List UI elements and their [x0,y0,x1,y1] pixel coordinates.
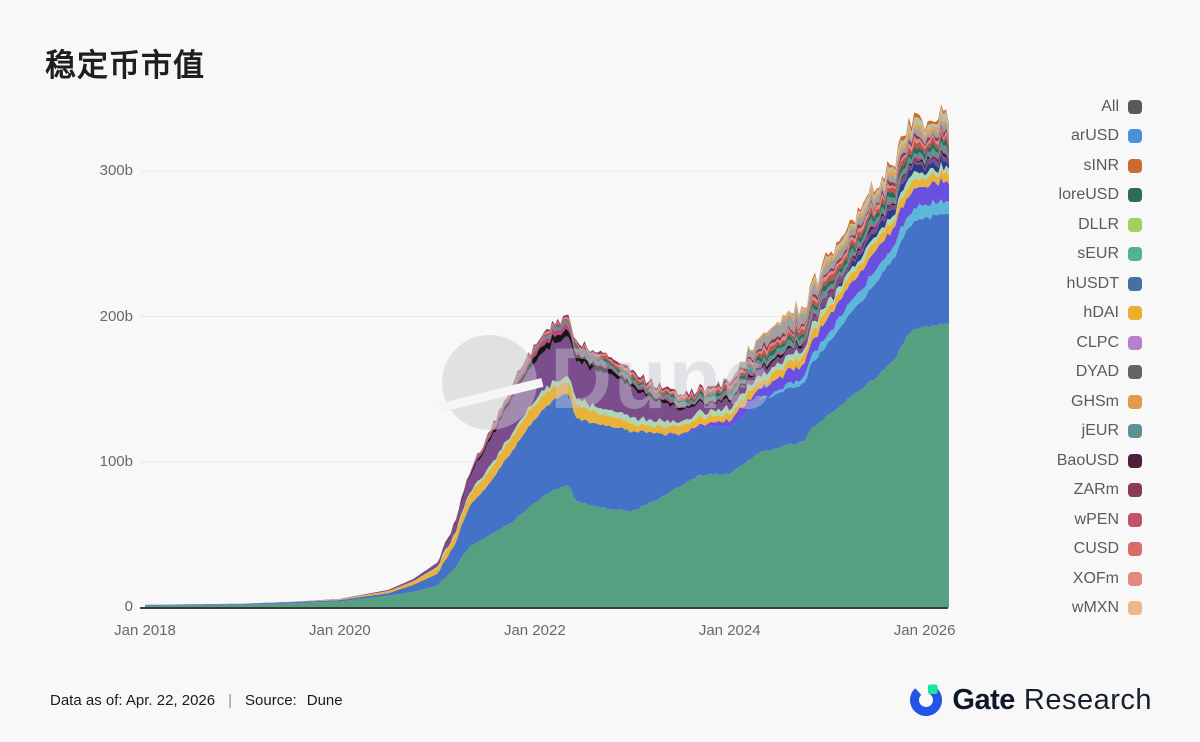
gate-logo-icon [910,684,943,716]
band-purple [145,151,949,606]
legend-item-xofm[interactable]: XOFm [992,564,1142,594]
legend-swatch-icon [1128,99,1142,114]
footer-divider: | [228,692,233,709]
legend-label: hUSDT [1066,274,1119,292]
dune-watermark-slash [436,378,544,413]
legend-swatch-icon [1128,483,1142,498]
legend-item-sinr[interactable]: sINR [992,151,1142,181]
legend-label: BaoUSD [1056,451,1119,469]
legend-item-baousd[interactable]: BaoUSD [992,446,1142,476]
legend-label: XOFm [1072,569,1119,587]
legend-swatch-icon [1128,542,1142,557]
legend-item-dllr[interactable]: DLLR [992,210,1142,240]
data-as-of-text: Data as of: Apr. 22, 2026 [50,692,216,709]
gate-research-logo: Gate Research [909,683,1152,717]
y-tick-label: 0 [124,598,133,616]
legend-swatch-icon [1128,424,1142,439]
legend-swatch-icon [1128,512,1142,527]
page-title: 稳定币市值 [45,48,205,83]
legend-item-arusd[interactable]: arUSD [992,122,1142,152]
band-green-base [145,322,949,608]
legend-swatch-icon [1128,217,1142,232]
legend-label: wMXN [1071,599,1119,617]
brand-research-text: Research [1023,683,1152,716]
legend-label: CLPC [1076,333,1119,351]
legend-swatch-icon [1128,571,1142,586]
legend-swatch-icon [1128,247,1142,262]
legend-swatch-icon [1128,365,1142,380]
legend-item-husdt[interactable]: hUSDT [992,269,1142,299]
legend-swatch-icon [1128,158,1142,173]
brand-gate-text: Gate [952,683,1015,716]
legend-label: sEUR [1077,245,1119,263]
legend-label: GHSm [1071,392,1119,410]
y-tick-label: 200b [99,307,133,325]
legend-label: DLLR [1078,215,1119,233]
dune-watermark-text: Dune [550,331,773,427]
y-tick-label: 300b [99,162,133,180]
legend-item-all[interactable]: All [992,92,1142,122]
legend-item-seur[interactable]: sEUR [992,240,1142,270]
legend: All arUSD sINR loreUSD DLLR sEUR hUSDT hDAI CLPC… [992,92,1142,618]
legend-label: arUSD [1070,127,1119,145]
source-label: Source: [245,692,297,709]
legend-swatch-icon [1128,335,1142,350]
legend-label: loreUSD [1058,186,1119,204]
legend-swatch-icon [1128,601,1142,616]
source-value: Dune [306,692,343,709]
legend-swatch-icon [1128,276,1142,291]
legend-item-hdai[interactable]: hDAI [992,299,1142,329]
band-blue [145,213,949,606]
legend-label: jEUR [1081,422,1119,440]
legend-item-ghsm[interactable]: GHSm [992,387,1142,417]
legend-item-zarm[interactable]: ZARm [992,476,1142,506]
x-tick-label: Jan 2018 [114,622,176,639]
legend-item-clpc[interactable]: CLPC [992,328,1142,358]
x-tick-label: Jan 2026 [893,622,956,639]
legend-swatch-icon [1128,453,1142,468]
legend-label: DYAD [1075,363,1119,381]
legend-item-wpen[interactable]: wPEN [992,505,1142,535]
x-tick-label: Jan 2024 [698,622,761,639]
legend-swatch-icon [1128,306,1142,321]
x-tick-label: Jan 2020 [309,622,371,639]
legend-swatch-icon [1128,188,1142,203]
legend-label: CUSD [1073,540,1119,558]
legend-item-wmxn[interactable]: wMXN [992,594,1142,619]
legend-item-loreusd[interactable]: loreUSD [992,181,1142,211]
legend-label: hDAI [1083,304,1119,322]
footer: Data as of: Apr. 22, 2026 | Source: Dune [50,692,343,709]
legend-label: sINR [1083,156,1119,174]
legend-swatch-icon [1128,129,1142,144]
legend-label: All [1101,97,1119,115]
dune-watermark-icon [436,335,544,430]
legend-item-jeur[interactable]: jEUR [992,417,1142,447]
legend-label: wPEN [1074,510,1119,528]
x-tick-label: Jan 2022 [503,622,566,639]
legend-label: ZARm [1073,481,1119,499]
y-tick-label: 100b [99,452,133,470]
legend-item-cusd[interactable]: CUSD [992,535,1142,565]
legend-swatch-icon [1128,394,1142,409]
legend-item-dyad[interactable]: DYAD [992,358,1142,388]
